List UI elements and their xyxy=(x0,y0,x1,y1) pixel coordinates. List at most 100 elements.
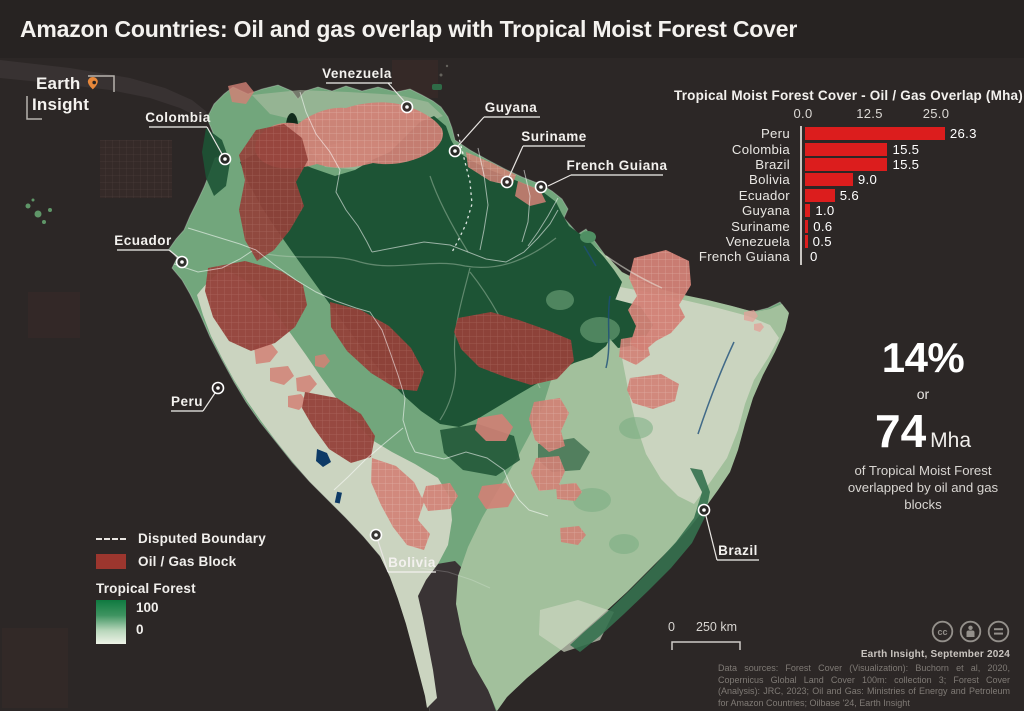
central-america-land xyxy=(0,60,207,118)
offshore-blocks xyxy=(2,60,438,708)
chart-bar xyxy=(805,157,888,171)
map-label-bolivia[interactable]: Bolivia xyxy=(369,528,437,573)
chart-category-label: French Guiana xyxy=(698,249,790,265)
map-label-suriname[interactable]: Suriname xyxy=(500,129,587,189)
map-marker xyxy=(175,255,189,269)
chart-bar xyxy=(805,173,853,187)
overlap-bar-chart: Tropical Moist Forest Cover - Oil / Gas … xyxy=(660,88,1023,265)
chart-row: Venezuela 0.5 xyxy=(660,233,1022,250)
map-marker xyxy=(500,175,514,189)
country-labels: Venezuela Guyana Suriname French Guiana … xyxy=(114,66,760,573)
license-icons: cc xyxy=(718,620,1010,643)
chart-category-label: Venezuela xyxy=(725,233,790,249)
map-label-text: French Guiana xyxy=(566,158,667,173)
forest-min-label: 0 xyxy=(136,622,144,637)
chart-rows: Peru 26.3 Colombia 15.5 Brazil 15.5 Bolivia 9.0… xyxy=(660,126,1022,265)
legend-oil-gas-block: Oil / Gas Block xyxy=(96,550,266,573)
galapagos-islands xyxy=(25,198,52,224)
scale-zero: 0 xyxy=(668,620,675,634)
map-marker xyxy=(448,144,462,158)
title-bar: Amazon Countries: Oil and gas overlap wi… xyxy=(0,0,1024,58)
earth-insight-logo[interactable]: Earth Insight xyxy=(24,72,120,122)
scale-bar-ruler xyxy=(671,641,741,650)
chart-bar xyxy=(805,142,888,156)
chart-row: Ecuador 5.6 xyxy=(660,187,1022,203)
chart-bar xyxy=(805,219,809,233)
legend-forest-title: Tropical Forest xyxy=(96,581,196,596)
chart-row: Brazil 15.5 xyxy=(660,156,1022,173)
map-label-brazil[interactable]: Brazil xyxy=(697,503,760,561)
chart-row: Guyana 1.0 xyxy=(660,202,1022,219)
blue-rivers xyxy=(583,245,735,435)
x-tick-label: 12.5 xyxy=(856,106,883,121)
credit-line: Earth Insight, September 2024 xyxy=(860,649,1010,660)
logo-text-line1: Earth xyxy=(36,74,81,93)
page-title: Amazon Countries: Oil and gas overlap wi… xyxy=(20,16,798,42)
dashed-line-swatch xyxy=(96,537,126,540)
summary-stat: 14% or 74 Mha of Tropical Moist Forest ov… xyxy=(828,334,1018,513)
chart-bar xyxy=(805,188,835,202)
map-label-text: Suriname xyxy=(521,129,587,144)
cc-icon[interactable]: cc xyxy=(931,620,954,643)
attribution-block: cc Earth Insight, September 2024 Data so… xyxy=(718,620,1010,709)
antilles-islands xyxy=(439,64,449,77)
stat-unit: Mha xyxy=(930,429,972,452)
map-marker xyxy=(697,503,711,517)
stat-or: or xyxy=(916,386,930,402)
chart-value-label: 0.5 xyxy=(812,233,832,249)
lake-titicaca xyxy=(316,449,331,467)
x-tick-label: 25.0 xyxy=(922,106,950,121)
legend-label: Disputed Boundary xyxy=(138,531,266,546)
scale-distance: 250 km xyxy=(696,620,737,634)
chart-row: Suriname 0.6 xyxy=(660,218,1022,234)
chart-bar xyxy=(805,204,811,218)
stat-value: 74 xyxy=(874,405,927,457)
map-label-guyana[interactable]: Guyana xyxy=(448,100,541,158)
chart-title: Tropical Moist Forest Cover - Oil / Gas … xyxy=(674,88,1023,103)
map-label-peru[interactable]: Peru xyxy=(171,381,225,412)
map-marker xyxy=(369,528,383,542)
chart-category-label: Peru xyxy=(760,126,790,142)
chart-value-label: 1.0 xyxy=(815,203,835,219)
chart-value-label: 0 xyxy=(810,249,818,265)
chart-category-label: Bolivia xyxy=(749,172,790,188)
map-label-text: Brazil xyxy=(718,543,758,558)
map-label-colombia[interactable]: Colombia xyxy=(145,110,232,166)
map-legend: Disputed Boundary Oil / Gas Block Tropic… xyxy=(96,527,266,644)
coast-highlight xyxy=(605,255,663,289)
map-label-ecuador[interactable]: Ecuador xyxy=(114,233,189,269)
map-marker xyxy=(534,180,548,194)
chart-row: French Guiana 0 xyxy=(660,249,1022,265)
equal-license-icon[interactable] xyxy=(987,620,1010,643)
stat-percent: 14% xyxy=(881,334,965,381)
legend-label: Oil / Gas Block xyxy=(138,554,237,569)
attribution-person-icon[interactable] xyxy=(959,620,982,643)
legend-disputed-boundary: Disputed Boundary xyxy=(96,527,266,550)
chart-bar xyxy=(805,234,808,248)
andes-coastal-strip xyxy=(197,272,452,708)
svg-text:cc: cc xyxy=(937,627,947,637)
chart-bar xyxy=(805,127,945,141)
chart-row: Colombia 15.5 xyxy=(660,141,1022,157)
map-label-text: Guyana xyxy=(485,100,538,115)
map-label-venezuela[interactable]: Venezuela xyxy=(322,66,414,114)
map-label-text: Bolivia xyxy=(388,555,436,570)
disputed-boundary-line xyxy=(451,133,473,253)
marajo-island xyxy=(580,231,596,243)
forest-max-label: 100 xyxy=(136,600,159,615)
chart-category-label: Brazil xyxy=(755,156,790,172)
chart-x-axis-ticks: 0.0 12.5 25.0 xyxy=(660,106,1022,124)
forest-gradient-swatch xyxy=(96,600,126,644)
chart-category-label: Suriname xyxy=(731,218,790,234)
chart-value-label: 15.5 xyxy=(892,156,920,172)
location-pin-icon xyxy=(87,76,98,90)
chart-row: Bolivia 9.0 xyxy=(660,172,1022,188)
country-borders xyxy=(173,91,559,589)
stat-caption: of Tropical Moist Forest overlapped by o… xyxy=(847,463,999,512)
chart-value-label: 0.6 xyxy=(813,218,833,234)
map-label-french-guiana[interactable]: French Guiana xyxy=(534,158,668,194)
map-label-text: Colombia xyxy=(145,110,211,125)
logo-frame xyxy=(26,75,115,120)
